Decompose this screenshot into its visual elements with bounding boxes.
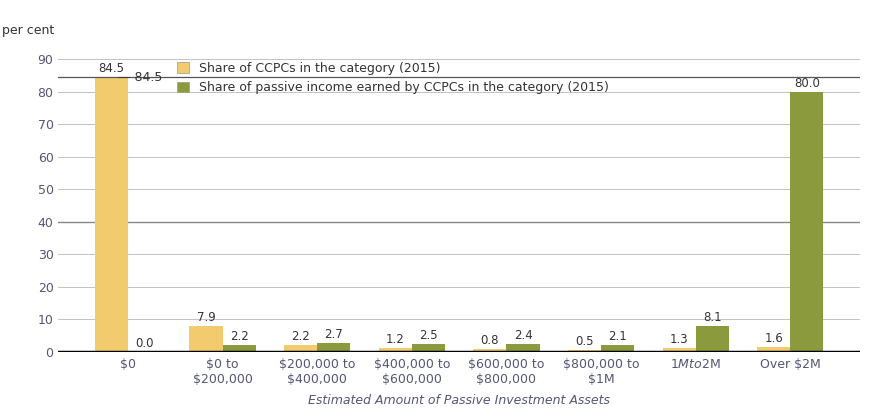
Text: 1.3: 1.3 bbox=[670, 333, 688, 346]
Bar bbox=[663, 348, 696, 352]
Text: 84.5: 84.5 bbox=[98, 62, 125, 75]
Bar bbox=[790, 92, 823, 352]
Text: 2.5: 2.5 bbox=[419, 329, 438, 342]
Bar bbox=[379, 348, 412, 352]
Bar bbox=[568, 350, 601, 352]
Bar bbox=[284, 345, 317, 352]
Bar bbox=[601, 345, 634, 352]
Bar bbox=[95, 77, 128, 352]
Text: per cent: per cent bbox=[3, 24, 55, 38]
Bar bbox=[757, 347, 790, 352]
Bar bbox=[412, 344, 445, 352]
Text: 1.6: 1.6 bbox=[765, 332, 783, 345]
Legend: Share of CCPCs in the category (2015), Share of passive income earned by CCPCs i: Share of CCPCs in the category (2015), S… bbox=[177, 62, 609, 94]
Text: 0.8: 0.8 bbox=[481, 334, 499, 347]
Text: 2.2: 2.2 bbox=[230, 330, 248, 343]
X-axis label: Estimated Amount of Passive Investment Assets: Estimated Amount of Passive Investment A… bbox=[308, 394, 610, 407]
Text: 0.5: 0.5 bbox=[575, 335, 594, 349]
Text: 2.1: 2.1 bbox=[608, 330, 627, 343]
Bar bbox=[317, 343, 350, 352]
Text: 2.7: 2.7 bbox=[324, 328, 343, 341]
Text: 2.4: 2.4 bbox=[514, 329, 532, 342]
Text: 1.2: 1.2 bbox=[386, 333, 405, 346]
Text: — 84.5: — 84.5 bbox=[118, 71, 163, 84]
Text: 8.1: 8.1 bbox=[703, 311, 721, 324]
Text: 80.0: 80.0 bbox=[794, 77, 820, 90]
Text: 0.0: 0.0 bbox=[135, 337, 153, 350]
Bar bbox=[223, 345, 256, 352]
Bar bbox=[473, 349, 506, 352]
Text: 7.9: 7.9 bbox=[197, 311, 215, 324]
Bar bbox=[506, 344, 539, 352]
Bar bbox=[696, 326, 729, 352]
Bar bbox=[189, 326, 223, 352]
Text: 2.2: 2.2 bbox=[291, 330, 310, 343]
